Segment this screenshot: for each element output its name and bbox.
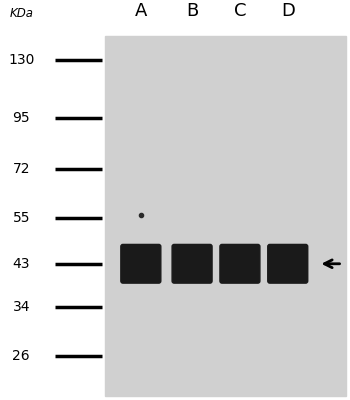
FancyBboxPatch shape xyxy=(220,244,260,283)
FancyBboxPatch shape xyxy=(172,244,212,283)
Text: 130: 130 xyxy=(8,53,34,67)
Text: D: D xyxy=(281,2,295,20)
Bar xyxy=(105,36,346,396)
Text: 26: 26 xyxy=(13,350,30,364)
Text: 72: 72 xyxy=(13,162,30,176)
Text: B: B xyxy=(186,2,198,20)
FancyBboxPatch shape xyxy=(121,244,161,283)
FancyBboxPatch shape xyxy=(268,244,308,283)
Text: A: A xyxy=(135,2,147,20)
Text: KDa: KDa xyxy=(9,7,33,20)
Text: 43: 43 xyxy=(13,257,30,271)
Text: C: C xyxy=(234,2,246,20)
Text: 34: 34 xyxy=(13,300,30,314)
Text: 55: 55 xyxy=(13,212,30,226)
Text: 95: 95 xyxy=(13,111,30,125)
